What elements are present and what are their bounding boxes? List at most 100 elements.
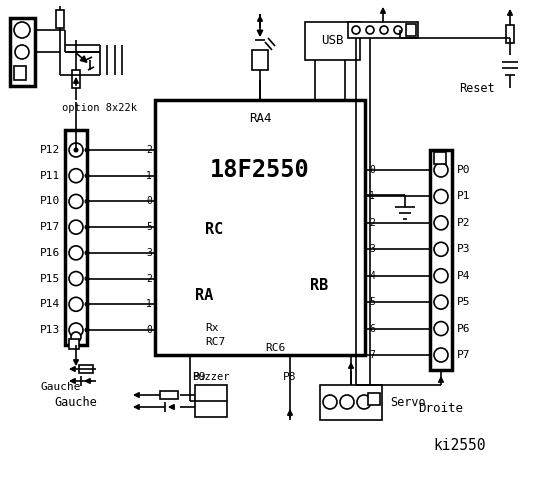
Text: 18F2550: 18F2550 [210, 158, 310, 182]
Text: P4: P4 [457, 271, 471, 281]
Circle shape [357, 395, 371, 409]
Text: option 8x22k: option 8x22k [62, 103, 138, 113]
Text: P14: P14 [40, 300, 60, 309]
Text: P11: P11 [40, 171, 60, 180]
Bar [10, 18, 35, 86]
Bar [56, 10, 64, 28]
Circle shape [85, 251, 90, 255]
Text: P3: P3 [457, 244, 471, 254]
Text: Reset: Reset [460, 82, 495, 95]
Circle shape [323, 395, 337, 409]
Circle shape [69, 297, 83, 312]
Bar [305, 22, 360, 60]
Circle shape [434, 242, 448, 256]
Circle shape [69, 272, 83, 286]
Bar [155, 100, 365, 355]
Bar [368, 393, 380, 405]
Bar [79, 365, 93, 373]
Text: 5: 5 [369, 297, 375, 307]
Bar [252, 50, 268, 70]
Circle shape [69, 194, 83, 208]
Circle shape [434, 216, 448, 230]
Text: 1: 1 [146, 171, 152, 180]
Circle shape [14, 22, 30, 38]
Text: P1: P1 [457, 192, 471, 202]
Text: P10: P10 [40, 196, 60, 206]
Text: P9: P9 [193, 372, 207, 382]
Text: 0: 0 [146, 196, 152, 206]
Circle shape [85, 302, 90, 307]
Bar [69, 339, 79, 349]
Text: 3: 3 [146, 248, 152, 258]
Text: P17: P17 [40, 222, 60, 232]
Circle shape [15, 45, 29, 59]
Text: P0: P0 [457, 165, 471, 175]
Circle shape [434, 322, 448, 336]
Text: RA4: RA4 [249, 111, 272, 124]
Text: P12: P12 [40, 145, 60, 155]
Text: P2: P2 [457, 218, 471, 228]
Text: 0: 0 [146, 325, 152, 335]
Circle shape [434, 190, 448, 204]
Circle shape [434, 163, 448, 177]
Circle shape [340, 395, 354, 409]
Text: P8: P8 [283, 372, 297, 382]
Bar [14, 66, 26, 80]
Text: Gauche: Gauche [41, 382, 81, 392]
Circle shape [85, 199, 90, 204]
Circle shape [69, 168, 83, 183]
Bar [434, 152, 446, 164]
Circle shape [366, 26, 374, 34]
Circle shape [71, 332, 81, 342]
Text: RC: RC [205, 223, 223, 238]
Bar [506, 25, 514, 43]
Text: Rx: Rx [205, 323, 218, 333]
Circle shape [434, 295, 448, 309]
Text: 4: 4 [369, 271, 375, 281]
Text: 5: 5 [146, 222, 152, 232]
Circle shape [69, 246, 83, 260]
Text: 7: 7 [369, 350, 375, 360]
Text: Servo: Servo [390, 396, 426, 408]
Text: 3: 3 [369, 244, 375, 254]
Text: USB: USB [321, 35, 344, 48]
Text: P5: P5 [457, 297, 471, 307]
Text: P15: P15 [40, 274, 60, 284]
Circle shape [69, 323, 83, 337]
Bar [406, 24, 416, 36]
Text: Buzzer: Buzzer [192, 372, 229, 382]
Circle shape [352, 26, 360, 34]
Text: P6: P6 [457, 324, 471, 334]
Circle shape [380, 26, 388, 34]
Bar [195, 385, 227, 417]
Circle shape [74, 147, 79, 153]
Circle shape [434, 348, 448, 362]
Text: Gauche: Gauche [55, 396, 97, 408]
Text: RA: RA [195, 288, 213, 302]
Text: RC6: RC6 [265, 343, 285, 353]
Circle shape [85, 276, 90, 281]
Text: 0: 0 [369, 165, 375, 175]
Text: Droite: Droite [419, 401, 463, 415]
Text: RB: RB [310, 277, 328, 292]
Bar [65, 130, 87, 345]
Text: 6: 6 [369, 324, 375, 334]
Text: 2: 2 [146, 274, 152, 284]
Bar [72, 70, 80, 88]
Circle shape [85, 147, 90, 153]
Circle shape [394, 26, 402, 34]
Text: P7: P7 [457, 350, 471, 360]
Circle shape [434, 269, 448, 283]
Text: 2: 2 [369, 218, 375, 228]
Text: P13: P13 [40, 325, 60, 335]
Circle shape [69, 143, 83, 157]
Circle shape [85, 173, 90, 178]
Text: 1: 1 [369, 192, 375, 202]
Text: 2: 2 [146, 145, 152, 155]
Text: 1: 1 [146, 300, 152, 309]
Bar [430, 150, 452, 370]
Text: ki2550: ki2550 [434, 437, 486, 453]
Text: P16: P16 [40, 248, 60, 258]
Circle shape [85, 225, 90, 229]
Circle shape [69, 220, 83, 234]
